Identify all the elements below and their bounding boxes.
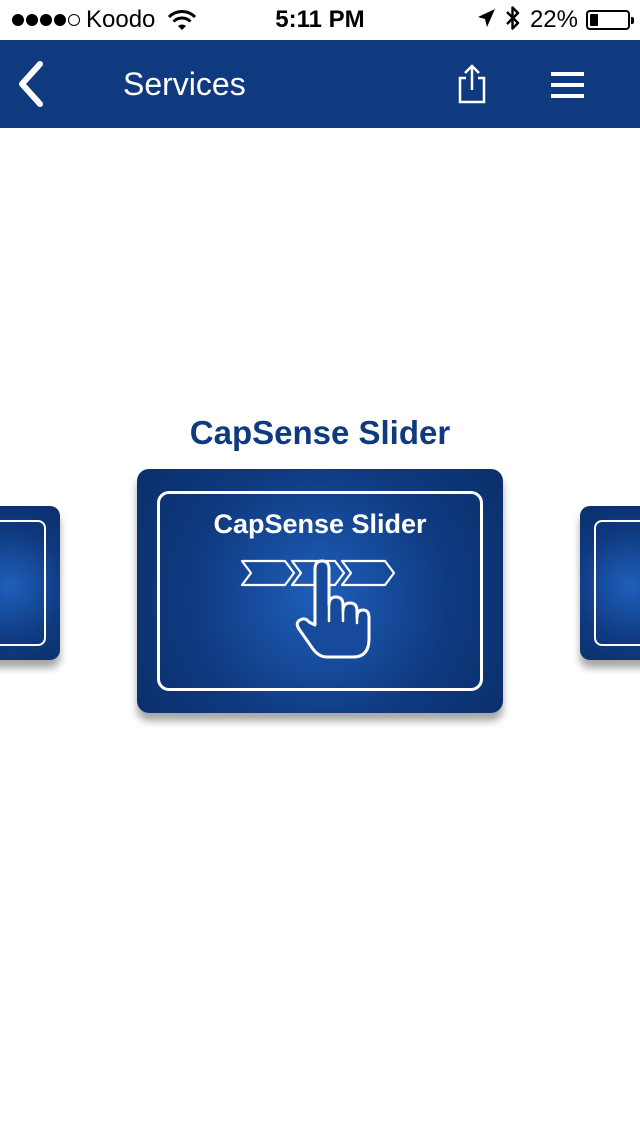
- service-card-previous[interactable]: [0, 506, 60, 660]
- card-frame: [594, 520, 640, 646]
- menu-button[interactable]: [546, 68, 590, 102]
- wifi-icon: [167, 8, 197, 32]
- card-label: CapSense Slider: [213, 509, 427, 539]
- location-arrow-icon: [476, 7, 496, 34]
- signal-dot: [54, 14, 66, 26]
- hamburger-menu-icon: [551, 72, 584, 98]
- hand-pointer-slider-icon: [240, 559, 396, 659]
- bluetooth-icon: [504, 4, 522, 37]
- status-right: 22%: [476, 0, 634, 40]
- battery-fill: [590, 14, 598, 26]
- status-left: Koodo: [12, 0, 197, 40]
- service-card-capsense-slider[interactable]: CapSense Slider: [137, 469, 503, 713]
- service-card-next[interactable]: [580, 506, 640, 660]
- signal-dot-empty: [68, 14, 80, 26]
- share-button[interactable]: [452, 62, 492, 106]
- card-frame: [157, 491, 483, 691]
- carousel-title: CapSense Slider: [189, 414, 451, 451]
- chevron-left-icon: [19, 61, 43, 107]
- status-bar: Koodo 5:11 PM 22%: [0, 0, 640, 40]
- signal-dot: [26, 14, 38, 26]
- back-button[interactable]: [10, 58, 54, 110]
- signal-strength-icon: [12, 14, 80, 26]
- share-icon: [458, 64, 486, 104]
- card-frame: [0, 520, 46, 646]
- signal-dot: [40, 14, 52, 26]
- signal-dot: [12, 14, 24, 26]
- carrier-name: Koodo: [86, 6, 156, 33]
- battery-icon: [586, 10, 634, 30]
- nav-bar: Services: [0, 40, 640, 128]
- page-title: Services: [123, 66, 246, 102]
- battery-percent: 22%: [529, 6, 578, 33]
